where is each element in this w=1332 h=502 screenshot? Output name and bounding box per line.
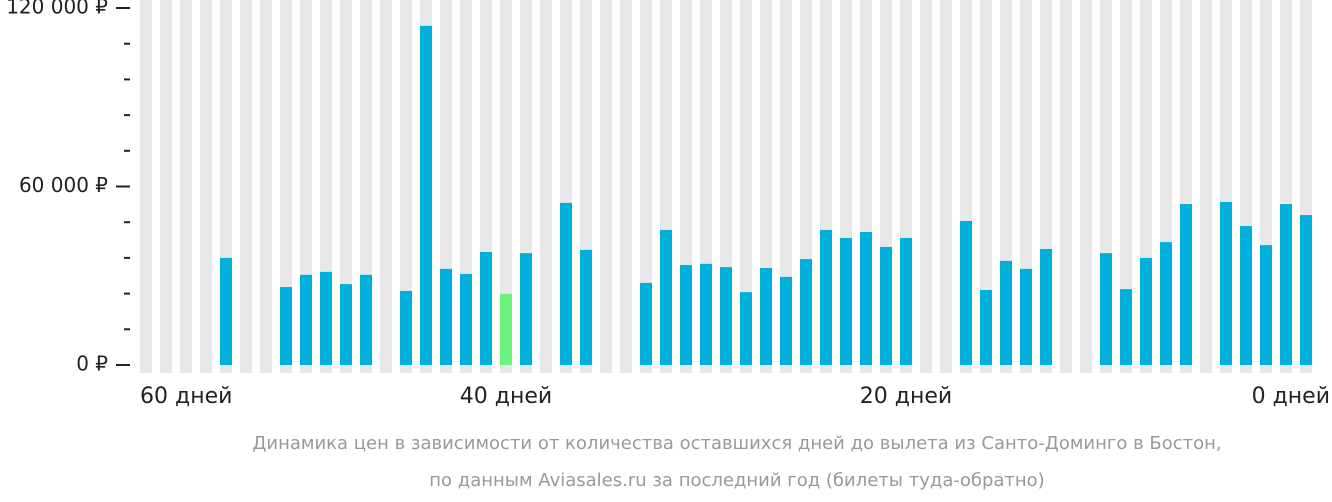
bar xyxy=(1100,253,1112,365)
slot-background xyxy=(500,0,512,373)
bar xyxy=(1280,204,1292,365)
bar xyxy=(880,246,892,365)
bar xyxy=(320,271,332,365)
slot-background xyxy=(620,0,632,373)
bar xyxy=(520,253,532,365)
bar xyxy=(720,267,732,365)
slot-background xyxy=(940,0,952,373)
bar xyxy=(1220,201,1232,365)
slot-background xyxy=(1060,0,1072,373)
slot-background xyxy=(740,0,752,373)
bar xyxy=(480,251,492,365)
slot-background xyxy=(640,0,652,373)
slot-background xyxy=(540,0,552,373)
bar xyxy=(840,237,852,365)
bar xyxy=(780,276,792,365)
slot-background xyxy=(980,0,992,373)
x-tick-label: 60 дней xyxy=(140,384,232,409)
slot-background xyxy=(340,0,352,373)
bar xyxy=(700,263,712,365)
x-tick-label: 20 дней xyxy=(860,384,952,409)
slot-background xyxy=(240,0,252,373)
x-tick-label: 0 дней xyxy=(1252,384,1330,409)
bar xyxy=(300,274,312,365)
bar xyxy=(500,293,512,365)
bar xyxy=(740,292,752,365)
bar xyxy=(800,259,812,365)
bar xyxy=(1000,260,1012,365)
bar xyxy=(1160,242,1172,365)
slot-background xyxy=(600,0,612,373)
slot-background xyxy=(380,0,392,373)
bar xyxy=(460,273,472,365)
slot-background xyxy=(200,0,212,373)
bar xyxy=(280,287,292,365)
bar xyxy=(760,268,772,365)
y-tick-label: 120 000 ₽ xyxy=(6,0,108,19)
slot-background xyxy=(920,0,932,373)
slot-background xyxy=(1080,0,1092,373)
bar xyxy=(340,284,352,365)
bar xyxy=(680,265,692,365)
bar xyxy=(1040,248,1052,365)
caption: по данным Aviasales.ru за последний год … xyxy=(429,470,1044,491)
slot-background xyxy=(260,0,272,373)
bar xyxy=(360,274,372,365)
bar xyxy=(400,290,412,365)
bar xyxy=(220,257,232,365)
bar xyxy=(420,25,432,365)
bar xyxy=(1120,289,1132,365)
bar xyxy=(900,237,912,365)
slot-background xyxy=(140,0,152,373)
bar xyxy=(960,221,972,365)
bar xyxy=(1260,245,1272,365)
bar xyxy=(1240,226,1252,365)
bar xyxy=(1020,268,1032,365)
slot-background xyxy=(1200,0,1212,373)
bar xyxy=(580,249,592,365)
caption: Динамика цен в зависимости от количества… xyxy=(252,433,1221,454)
y-tick-label: 0 ₽ xyxy=(76,352,108,376)
slot-background xyxy=(400,0,412,373)
bar xyxy=(820,229,832,365)
bar xyxy=(560,202,572,365)
bar xyxy=(1300,215,1312,365)
slot-background xyxy=(1120,0,1132,373)
slot-background xyxy=(160,0,172,373)
bar xyxy=(980,290,992,365)
bar xyxy=(1140,257,1152,365)
bar xyxy=(860,232,872,365)
bar xyxy=(440,268,452,365)
bar xyxy=(1180,204,1192,365)
slot-background xyxy=(280,0,292,373)
bar xyxy=(660,229,672,365)
y-tick-label: 60 000 ₽ xyxy=(19,173,108,197)
slot-background xyxy=(180,0,192,373)
x-tick-label: 40 дней xyxy=(460,384,552,409)
bar xyxy=(640,282,652,365)
